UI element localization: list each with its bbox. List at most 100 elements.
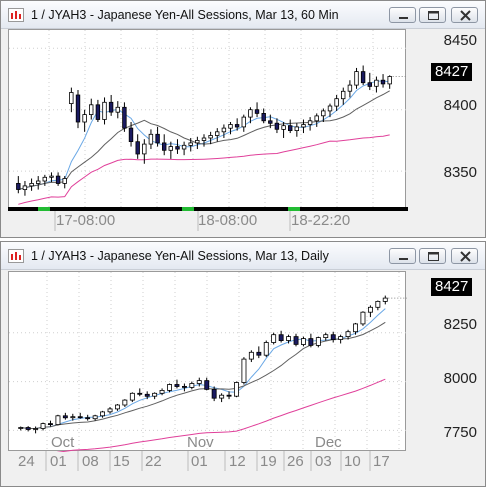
candle — [214, 128, 220, 142]
candle — [367, 305, 373, 318]
candle — [75, 90, 81, 129]
candle-body — [345, 331, 351, 338]
chart-window-daily[interactable]: 1 / JYAH3 - Japanese Yen-All Sessions, M… — [0, 241, 486, 487]
price-plot-60min[interactable] — [8, 29, 407, 212]
candle-body — [100, 411, 105, 417]
candle-body — [204, 380, 210, 390]
candle — [175, 139, 180, 154]
candle-body — [161, 142, 167, 151]
candle-body — [226, 394, 232, 397]
candle-body — [211, 389, 217, 399]
candle-body — [301, 124, 306, 128]
candle — [360, 65, 366, 86]
candle — [62, 412, 68, 420]
fast-ma-line — [20, 308, 386, 429]
maximize-icon — [428, 252, 439, 261]
candle-body — [70, 416, 76, 419]
candle — [167, 383, 172, 393]
x-axis-dividers — [45, 451, 371, 471]
minimize-button[interactable] — [389, 7, 416, 23]
candle-body — [234, 124, 240, 128]
candle — [181, 141, 187, 156]
candle — [375, 300, 381, 311]
candle — [49, 172, 54, 183]
day-label: 01 — [191, 453, 208, 470]
candle-body — [261, 113, 266, 122]
candle — [293, 333, 299, 347]
maximize-button[interactable] — [419, 248, 446, 264]
maximize-icon — [428, 11, 439, 20]
y-tick-label: 8000 — [443, 370, 477, 387]
candle-body — [367, 82, 372, 87]
day-label: 24 — [18, 453, 35, 470]
candle-body — [375, 300, 381, 308]
candle-body — [254, 109, 260, 114]
minimize-button[interactable] — [389, 248, 416, 264]
chart-window-60min[interactable]: 1 / JYAH3 - Japanese Yen-All Sessions, M… — [0, 0, 486, 238]
candle — [367, 72, 372, 91]
candle — [181, 383, 187, 392]
candle-body — [327, 105, 333, 112]
price-plot-daily[interactable] — [8, 271, 407, 452]
candle-body — [40, 423, 46, 429]
slow-ma-line — [56, 378, 386, 452]
window-titlebar[interactable]: 1 / JYAH3 - Japanese Yen-All Sessions, M… — [1, 1, 485, 29]
candle-body — [77, 416, 83, 419]
candlestick-chart-60min — [9, 30, 407, 212]
candle — [286, 334, 291, 344]
candle-body — [338, 336, 344, 340]
candle — [254, 102, 260, 118]
candle — [188, 137, 193, 152]
candle — [228, 122, 233, 135]
window-titlebar[interactable]: 1 / JYAH3 - Japanese Yen-All Sessions, M… — [1, 242, 485, 270]
candle-body — [29, 182, 34, 187]
candle — [42, 174, 47, 186]
candle-body — [374, 79, 379, 87]
candle — [29, 178, 34, 191]
candle — [382, 295, 388, 305]
x-axis-label: 18-08:00 — [198, 212, 258, 229]
candlestick-chart-daily — [9, 272, 407, 452]
day-label: 03 — [315, 453, 332, 470]
candle — [387, 75, 392, 89]
candle-body — [321, 110, 326, 117]
y-tick-label: 8250 — [443, 316, 477, 333]
day-label: 17 — [373, 453, 390, 470]
candle-body — [107, 408, 113, 413]
x-axis-label: 17-08:00 — [56, 212, 116, 229]
close-button[interactable] — [451, 7, 478, 23]
candle-body — [175, 146, 180, 150]
candle-body — [214, 131, 220, 136]
candle — [261, 108, 266, 124]
candle-body — [102, 101, 107, 120]
candle — [115, 101, 120, 119]
candle-body — [148, 133, 154, 145]
grid — [9, 272, 407, 452]
candle — [248, 350, 254, 363]
candle-body — [287, 125, 293, 131]
maximize-button[interactable] — [419, 7, 446, 23]
candle — [330, 331, 336, 343]
candle-body — [85, 417, 91, 420]
chart-app-icon — [8, 8, 24, 22]
day-label: 22 — [145, 453, 162, 470]
candle — [144, 391, 150, 400]
candle — [287, 119, 293, 134]
candle — [85, 414, 91, 421]
candle-body — [334, 98, 339, 107]
candle — [107, 406, 113, 414]
candle-body — [256, 351, 262, 356]
candle — [219, 393, 225, 403]
close-button[interactable] — [451, 248, 478, 264]
candle — [323, 332, 329, 341]
candle-body — [25, 427, 31, 430]
candle-body — [314, 115, 319, 122]
candle — [161, 134, 167, 156]
candle — [307, 117, 313, 131]
y-tick-label: 8350 — [443, 164, 477, 181]
candle — [196, 377, 202, 387]
candle — [353, 322, 358, 335]
candle-body — [159, 390, 165, 394]
candle-body — [129, 392, 135, 401]
candle — [70, 413, 76, 421]
